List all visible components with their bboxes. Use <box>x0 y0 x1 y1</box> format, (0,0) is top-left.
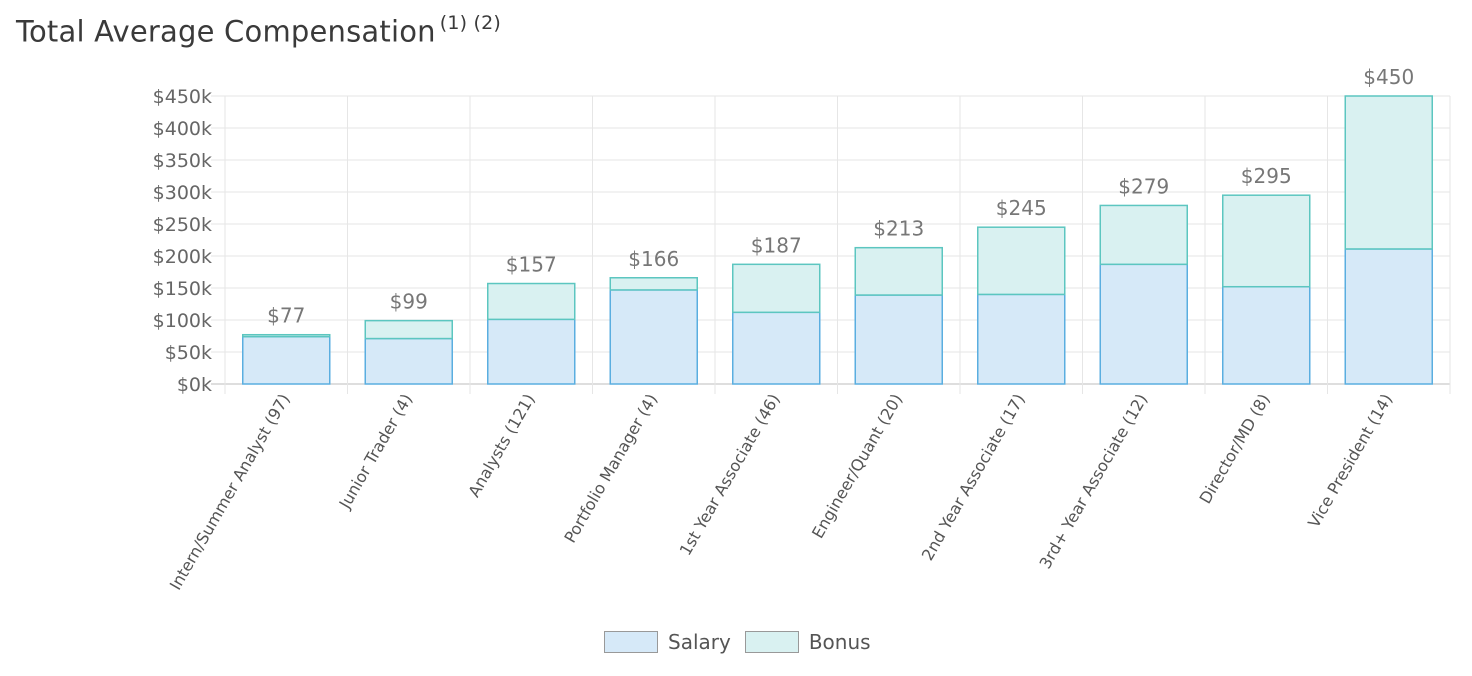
x-category-label: Junior Trader (4) <box>335 391 416 513</box>
legend-swatch-bonus <box>744 631 799 653</box>
bar-salary <box>609 289 698 385</box>
bar-salary <box>242 335 331 385</box>
bar-total-label: $166 <box>628 247 679 271</box>
x-category-label: Director/MD (8) <box>1195 391 1273 507</box>
bar-salary <box>977 293 1066 385</box>
legend-swatch-salary <box>604 631 658 653</box>
x-category-label: Analysts (121) <box>464 391 538 501</box>
x-category-label: Engineer/Quant (20) <box>808 391 906 542</box>
x-category-label: 3rd+ Year Associate (12) <box>1035 391 1151 572</box>
chart-title-footnotes: (1) (2) <box>439 12 502 34</box>
bar-total-label: $213 <box>873 217 924 241</box>
bar-total-label: $157 <box>506 253 557 277</box>
y-tick-label: $250k <box>153 214 212 236</box>
legend-label-salary: Salary <box>668 630 731 654</box>
legend-item-salary[interactable]: Salary <box>604 630 731 654</box>
chart-title-text: Total Average Compensation <box>16 14 436 49</box>
bar-total-label: $450 <box>1363 65 1414 89</box>
bar-bonus <box>1344 95 1433 250</box>
bar-salary <box>1099 263 1188 385</box>
y-tick-label: $150k <box>153 278 212 300</box>
bar-bonus <box>732 263 821 314</box>
bar-total-label: $295 <box>1241 164 1292 188</box>
y-tick-label: $200k <box>153 246 212 268</box>
bar-total-label: $77 <box>267 304 305 328</box>
bar-bonus <box>1099 204 1188 266</box>
x-category-label: Intern/Summer Analyst (97) <box>166 391 294 594</box>
x-category-label: 2nd Year Associate (17) <box>918 391 1029 564</box>
bar-salary <box>364 337 453 385</box>
chart-legend: Salary Bonus <box>604 630 885 654</box>
y-tick-label: $400k <box>153 118 212 140</box>
bar-bonus <box>977 226 1066 296</box>
bar-salary <box>487 318 576 385</box>
y-tick-label: $100k <box>153 310 212 332</box>
bar-bonus <box>1222 194 1311 288</box>
bar-bonus <box>854 246 943 296</box>
x-category-label: Portfolio Manager (4) <box>560 391 661 547</box>
x-category-label: Vice President (14) <box>1304 391 1396 532</box>
y-tick-label: $50k <box>165 342 212 364</box>
bar-salary <box>1222 285 1311 385</box>
y-tick-label: $350k <box>153 150 212 172</box>
chart-title: Total Average Compensation (1) (2) <box>16 12 502 49</box>
bar-bonus <box>364 319 453 340</box>
bar-bonus <box>487 282 576 321</box>
legend-label-bonus: Bonus <box>808 630 871 654</box>
bar-bonus <box>242 333 331 338</box>
y-tick-label: $0k <box>177 374 212 396</box>
bar-total-label: $279 <box>1118 174 1169 198</box>
bar-total-label: $245 <box>996 196 1047 220</box>
y-tick-label: $300k <box>153 182 212 204</box>
bar-total-label: $99 <box>390 290 428 314</box>
x-category-label: 1st Year Associate (46) <box>676 391 784 559</box>
bar-total-label: $187 <box>751 233 802 257</box>
y-tick-label: $450k <box>153 86 212 108</box>
legend-item-bonus[interactable]: Bonus <box>744 630 871 654</box>
bar-salary <box>732 311 821 385</box>
bar-salary <box>854 294 943 385</box>
bar-bonus <box>609 277 698 291</box>
bar-salary <box>1344 248 1433 385</box>
